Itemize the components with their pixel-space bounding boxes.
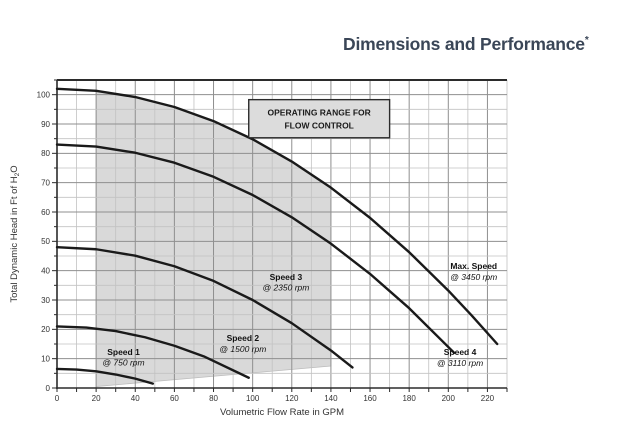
curve-max-speed bbox=[55, 87, 499, 346]
curve-rpm-label-speed-4: @ 3110 rpm bbox=[437, 358, 483, 368]
x-tick-label: 0 bbox=[55, 394, 60, 403]
y-tick-label: 70 bbox=[41, 178, 50, 187]
x-tick-label: 140 bbox=[324, 394, 338, 403]
y-tick-label: 30 bbox=[41, 296, 50, 305]
curve-rpm-label-max-speed: @ 3450 rpm bbox=[450, 272, 497, 282]
y-tick-label: 90 bbox=[41, 120, 50, 129]
tick-marks bbox=[52, 79, 508, 392]
curve-label-speed-2: Speed 2 bbox=[227, 333, 260, 343]
series-speed-3: Speed 3@ 2350 rpm bbox=[55, 245, 354, 369]
x-tick-label: 80 bbox=[209, 394, 218, 403]
x-tick-label: 120 bbox=[285, 394, 299, 403]
series-speed-4: Speed 4@ 3110 rpm bbox=[55, 143, 483, 368]
x-tick-label: 40 bbox=[131, 394, 140, 403]
operating-range-text-line-2: FLOW CONTROL bbox=[284, 121, 353, 131]
x-axis-title: Volumetric Flow Rate in GPM bbox=[220, 407, 344, 418]
y-tick-label: 20 bbox=[41, 325, 50, 334]
curve-label-speed-3: Speed 3 bbox=[270, 272, 303, 282]
x-tick-label: 60 bbox=[170, 394, 179, 403]
x-tick-label: 160 bbox=[363, 394, 377, 403]
y-axis-title: Total Dynamic Head in Ft of H2O bbox=[9, 165, 21, 302]
operating-range-text-line-1: OPERATING RANGE FOR bbox=[268, 107, 371, 117]
operating-range-callout: OPERATING RANGE FOR FLOW CONTROL bbox=[248, 98, 391, 139]
series-speed-1: Speed 1@ 750 rpm bbox=[55, 347, 155, 385]
y-tick-label: 40 bbox=[41, 266, 50, 275]
y-tick-label: 100 bbox=[37, 90, 51, 99]
axes bbox=[56, 79, 507, 389]
series-max-speed: Max. Speed@ 3450 rpm bbox=[55, 87, 499, 346]
x-tick-label: 100 bbox=[246, 394, 260, 403]
curve-speed-1 bbox=[55, 367, 155, 385]
page-title-text: Dimensions and Performance bbox=[343, 34, 585, 54]
curve-speed-3 bbox=[55, 245, 354, 369]
page-title: Dimensions and Performance* bbox=[343, 34, 589, 55]
x-tick-label: 180 bbox=[402, 394, 416, 403]
y-tick-label: 10 bbox=[41, 354, 50, 363]
title-footnote-asterisk: * bbox=[584, 35, 589, 47]
curve-label-max-speed: Max. Speed bbox=[450, 261, 497, 271]
curve-speed-4 bbox=[55, 143, 456, 354]
tick-labels: 0 20 40 60 80 100 120 140 160 180 200 220 0 10 20 30 40 5… bbox=[37, 90, 495, 403]
curve-rpm-label-speed-1: @ 750 rpm bbox=[102, 358, 144, 368]
series-speed-2: Speed 2@ 1500 rpm bbox=[55, 325, 266, 379]
y-tick-label: 0 bbox=[46, 384, 51, 393]
x-tick-label: 20 bbox=[92, 394, 101, 403]
curve-rpm-label-speed-2: @ 1500 rpm bbox=[219, 344, 266, 354]
operating-range-box bbox=[248, 98, 391, 139]
y-tick-label: 60 bbox=[41, 208, 50, 217]
curve-label-speed-1: Speed 1 bbox=[107, 347, 140, 357]
curve-rpm-label-speed-3: @ 2350 rpm bbox=[262, 283, 309, 293]
x-tick-label: 220 bbox=[481, 394, 495, 403]
curve-speed-2 bbox=[55, 325, 250, 379]
curve-label-speed-4: Speed 4 bbox=[444, 347, 477, 357]
x-tick-label: 200 bbox=[442, 394, 456, 403]
y-tick-label: 80 bbox=[41, 149, 50, 158]
y-tick-label: 50 bbox=[41, 237, 50, 246]
